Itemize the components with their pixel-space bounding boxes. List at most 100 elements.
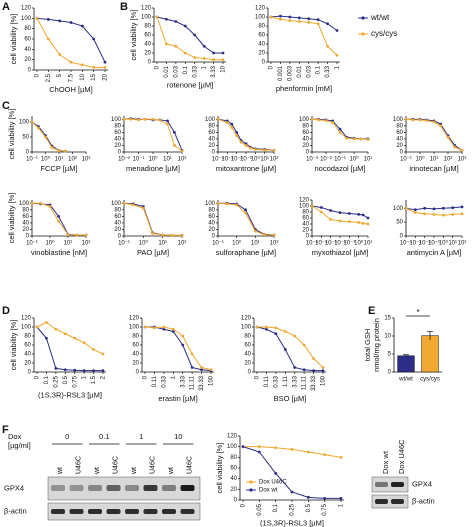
data-point [297, 20, 301, 23]
data-point [190, 366, 194, 369]
data-point [221, 58, 225, 62]
y-tick-label: 60 [396, 130, 403, 136]
y-tick-label: 0 [26, 234, 30, 240]
data-point [335, 29, 339, 32]
x-axis-label: (1S,3R)-RSL3 [µM] [260, 519, 324, 527]
data-point [35, 16, 39, 20]
data-point [92, 66, 96, 69]
y-tick-label: 100 [141, 15, 152, 21]
y-tick-label: 100 [19, 201, 30, 207]
y-tick-label: 60 [208, 130, 215, 136]
data-point [272, 148, 276, 152]
x-tick-label: 10² [270, 241, 279, 247]
y-tick-label: 20 [144, 51, 151, 57]
y-axis-label: nmol/mg protein [372, 318, 381, 372]
y-tick-label: 0 [248, 370, 252, 376]
data-point [279, 17, 282, 21]
data-point [361, 213, 365, 217]
y-axis-label: total GSH [363, 329, 372, 362]
y-tick-label: 60 [230, 466, 237, 472]
data-point [84, 233, 88, 237]
y-tick-label: 40 [302, 136, 309, 142]
lane-label: Dox U46C [397, 439, 406, 474]
x-tick-label: 10⁻² [334, 241, 346, 247]
data-point [441, 206, 445, 210]
y-tick-label: 0 [28, 370, 32, 376]
y-tick-label: 0 [136, 370, 140, 376]
data-point [235, 130, 239, 134]
x-tick-label: 3.33 [180, 375, 186, 387]
data-point [193, 33, 197, 37]
y-tick-label: 100 [19, 120, 30, 126]
y-tick-label: 80 [22, 207, 29, 213]
x-tick-label: 10⁻² [231, 157, 243, 163]
blot-strip [47, 502, 201, 521]
data-point [432, 207, 436, 211]
x-tick-label: 0 [241, 503, 247, 507]
data-point [302, 368, 306, 372]
x-tick-label: 10² [178, 157, 187, 163]
y-tick-label: 40 [114, 220, 121, 226]
data-point [338, 211, 342, 215]
x-tick-label: 10⁰ [148, 156, 158, 163]
x-tick-label: 10¹ [163, 157, 172, 163]
data-point [46, 17, 50, 21]
x-tick-label: 10⁻⁵ [306, 240, 319, 247]
y-tick-label: 80 [24, 334, 31, 340]
y-tick-label: 0 [400, 150, 404, 156]
blot-band [125, 485, 139, 491]
data-point [30, 201, 34, 205]
y-tick-label: 20 [230, 487, 237, 493]
x-tick-label: 10⁻² [419, 241, 431, 247]
x-tick-label: 10⁻¹ [26, 241, 38, 247]
dose-label: 0.1 [99, 432, 109, 441]
data-point [69, 60, 73, 64]
y-tick-label: 60 [132, 343, 139, 349]
data-point [73, 368, 77, 372]
y-tick-label: 120 [129, 316, 140, 322]
x-tick-label: 0 [255, 375, 261, 379]
panel-letter: D [2, 305, 10, 317]
x-tick-label: 0.33 [325, 65, 331, 77]
data-point [404, 206, 408, 210]
x-tick-label: 10⁰ [349, 156, 359, 163]
y-tick-label: 0 [388, 370, 392, 376]
error-bar [403, 354, 409, 357]
dox-label: Dox [8, 432, 22, 441]
y-tick-label: 0 [26, 150, 30, 156]
lane-label: wt [57, 467, 64, 475]
x-tick-label: 3.33 [292, 375, 298, 387]
y-tick-label: 20 [396, 143, 403, 149]
x-tick-label: 10¹ [364, 241, 373, 247]
data-point [230, 122, 234, 126]
y-axis-label: cell viability [%] [129, 10, 138, 61]
x-tick-label: 0 [269, 65, 275, 69]
data-point [306, 450, 310, 454]
data-point [357, 221, 361, 224]
data-point [283, 348, 287, 351]
legend-label: Dox wt [259, 488, 278, 494]
y-axis-label: cell viability [%] [9, 320, 18, 371]
y-tick-label: 40 [396, 136, 403, 142]
data-point [324, 119, 328, 122]
data-point [141, 206, 145, 210]
y-tick-label: 100 [241, 325, 252, 331]
y-tick-label: 20 [208, 227, 215, 233]
blot-row-label: β-actin [4, 506, 27, 515]
data-point [357, 213, 361, 216]
y-tick-label: 0 [400, 234, 404, 240]
data-point [411, 118, 415, 122]
legend-marker [361, 32, 365, 36]
data-point [404, 117, 408, 121]
x-tick-label: 10¹ [55, 157, 64, 163]
x-tick-label: 1.5 [91, 375, 97, 384]
data-point [151, 231, 154, 235]
y-tick-label: 0 [28, 68, 32, 74]
x-tick-label: 10⁻⁴ [315, 240, 328, 247]
data-point [257, 445, 261, 449]
x-tick-label: 10³ [82, 157, 91, 163]
legend-marker [249, 488, 253, 492]
x-tick-label: 1 [82, 375, 88, 379]
data-point [339, 455, 343, 459]
x-tick-label: 1 [339, 503, 345, 507]
